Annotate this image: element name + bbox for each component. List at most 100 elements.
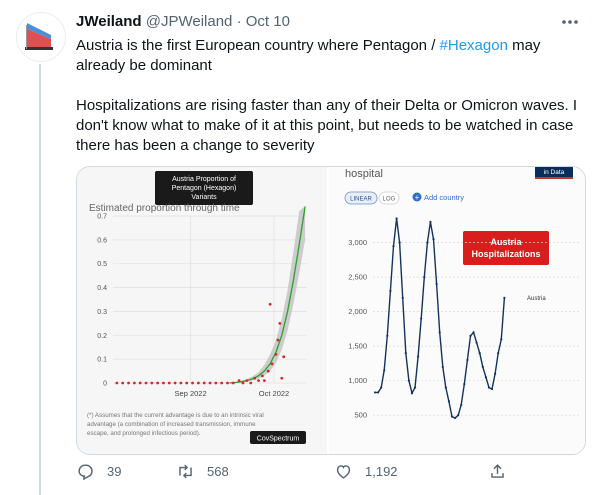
series-marker [490,387,494,391]
add-country-label[interactable]: Add country [424,193,464,202]
retweet-icon [179,464,192,479]
tweet-media[interactable]: Austria Proportion of Pentagon (Hexagon)… [76,166,586,455]
series-marker [447,400,451,403]
series-marker [469,334,472,337]
retweet-button[interactable]: 568 [176,462,229,481]
avatar-logo-icon [17,13,65,61]
y-tick-label: 0.2 [97,333,107,340]
data-point [115,381,119,385]
x-axis-ticks: Sep 2022 Oct 2022 [175,389,290,398]
separator: · [232,13,246,30]
series-marker [497,351,500,355]
thread-line [39,64,41,495]
retweet-count: 568 [207,464,229,479]
series-marker [472,331,475,334]
reply-icon [78,464,93,481]
data-point [253,376,257,380]
data-point [260,374,264,378]
series-marker [401,296,404,299]
series-marker [373,391,377,394]
data-point [196,381,200,385]
data-point [245,379,249,383]
more-options-icon[interactable] [558,10,582,34]
series-marker [383,369,386,372]
data-point [282,355,286,359]
data-point [278,321,282,325]
series-end-label: Austria [527,296,546,302]
series-marker [413,386,417,389]
tweet-actions: 39 568 1,192 [76,462,586,486]
footnote-line: advantage (a combination of increased tr… [87,421,256,428]
y-tick-label: 0.1 [97,357,107,364]
data-point [262,379,266,383]
data-point [249,381,253,385]
x-tick-label: Oct 2022 [259,389,289,398]
data-point [156,381,160,385]
series-marker [423,276,426,279]
y-axis-ticks: 0 0.1 0.2 0.3 0.4 0.5 0.6 0.7 [97,214,107,388]
handle[interactable]: @JPWeiland [145,13,233,30]
series-marker [398,241,401,244]
series-marker [420,317,423,320]
log-toggle[interactable] [378,191,400,205]
footnote-line: escape, and prolonged infectious period)… [87,430,201,437]
series-marker [376,391,380,394]
y-tick-label: 0.3 [97,309,107,316]
data-point [231,381,235,385]
data-point [150,381,154,385]
media-divider [327,167,329,454]
data-point [237,379,241,383]
tweet-header: JWeiland @JPWeiland · Oct 10 [76,12,290,32]
fit-line [229,206,306,384]
series-marker [503,296,506,299]
title-box-line: Pentagon (Hexagon) [172,185,237,192]
series-marker [450,415,454,418]
series-marker [453,416,457,420]
data-point [132,381,136,385]
data-point [138,381,142,385]
brand-stripe [535,177,573,179]
tweet-date[interactable]: Oct 10 [245,13,290,30]
reply-count: 39 [107,464,122,479]
series-marker [444,386,447,389]
tweet-text: Austria is the first European country wh… [76,36,586,156]
series-marker [487,386,491,389]
series-marker [484,376,487,379]
share-button[interactable] [488,462,507,481]
title-box-line: Variants [191,194,217,201]
data-point [280,376,284,380]
y-tick-label: 3,000 [348,238,367,247]
like-button[interactable]: 1,192 [334,462,398,481]
source-label: CovSpectrum [257,436,300,443]
hospitalizations-image[interactable]: hospital in Data LINEAR LOG + Add countr… [329,167,585,454]
series-marker [466,358,469,362]
confidence-band [229,206,306,383]
series-marker [429,220,432,224]
variant-proportion-image[interactable]: Austria Proportion of Pentagon (Hexagon)… [77,167,327,454]
avatar[interactable] [16,12,66,62]
data-point [179,381,183,385]
y-tick-label: 1,500 [348,342,367,351]
data-point [241,381,245,385]
series-marker [481,365,484,368]
text-segment: may already be dominant [76,37,541,74]
data-point [144,381,148,385]
annotation-line: Hospitalizations [471,249,540,259]
reply-button[interactable]: 39 [76,462,121,481]
data-point [270,362,274,366]
add-country-icon[interactable] [412,192,422,202]
data-point [274,352,278,356]
brand-badge [535,167,573,177]
series-marker [392,244,395,248]
series-markers [373,217,506,420]
series-marker [460,403,463,406]
chart-header-text: hospital [345,168,383,180]
data-point [202,381,206,385]
source-badge [250,431,306,444]
display-name[interactable]: JWeiland [76,13,142,30]
annotation-line: Austria [490,237,522,247]
linear-toggle[interactable] [344,191,378,205]
hashtag-link[interactable]: #Hexagon [439,37,508,54]
series-marker [389,289,392,293]
